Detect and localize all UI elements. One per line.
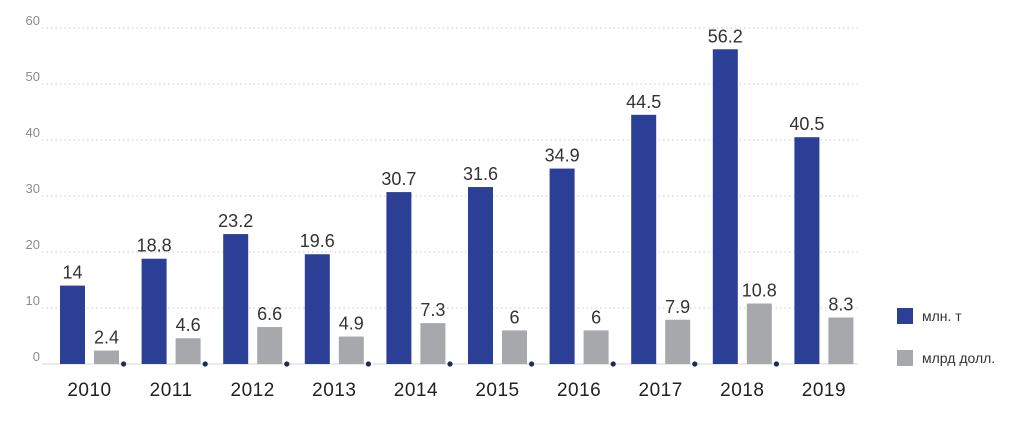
bar-value-2014: [420, 323, 446, 364]
bar-value-2013: [338, 336, 364, 364]
bar-volume-2016: [549, 168, 575, 364]
x-tick-label: 2010: [67, 380, 111, 401]
data-label: 31.6: [463, 164, 498, 184]
x-tick-label: 2011: [150, 380, 193, 401]
separator-dot: [284, 361, 290, 367]
bar-value-2012: [257, 327, 283, 364]
bar-value-2010: [94, 350, 119, 364]
y-tick-label: 60: [26, 13, 40, 28]
data-label: 6: [591, 307, 601, 327]
legend-swatch: [897, 350, 913, 366]
bar-volume-2017: [631, 114, 657, 364]
bar-value-2016: [583, 330, 609, 364]
bar-volume-2011: [141, 258, 167, 364]
data-label: 14: [62, 263, 82, 283]
separator-dot: [610, 361, 616, 367]
data-label: 40.5: [789, 114, 824, 134]
legend-swatch: [897, 308, 913, 324]
data-label: 34.9: [545, 146, 580, 166]
separator-dot: [365, 361, 371, 367]
legend-label: млн. т: [922, 308, 962, 324]
data-label: 30.7: [381, 169, 416, 189]
legend: млн. т млрд долл.: [897, 308, 995, 366]
x-tick-label: 2017: [639, 380, 683, 401]
data-label: 7.9: [665, 297, 690, 317]
bar-volume-2013: [304, 254, 330, 364]
data-label: 7.3: [420, 300, 445, 320]
bar-value-2018: [746, 303, 772, 364]
bar-value-2017: [665, 319, 691, 364]
separator-dot: [692, 361, 698, 367]
bar-volume-2015: [468, 187, 493, 364]
bars: 14 2.4 18.8 4.6 23.2 6.6 19.6 4.9 30.7 7.3 31.6 6 34…: [60, 26, 853, 364]
y-axis: 0 10 20 30 40 50 60: [26, 13, 40, 364]
bar-volume-2010: [60, 285, 85, 364]
data-label: 19.6: [300, 231, 335, 251]
data-label: 23.2: [218, 211, 253, 231]
x-tick-label: 2016: [557, 380, 601, 401]
separator-dot: [202, 361, 208, 367]
data-label: 10.8: [742, 281, 777, 301]
bar-volume-2018: [712, 49, 738, 364]
data-label: 8.3: [828, 295, 853, 315]
data-label: 44.5: [626, 92, 661, 112]
x-tick-label: 2018: [720, 380, 764, 401]
bar-value-2019: [828, 317, 854, 364]
x-axis: 2010 2011 2012 2013 2014 2015 2016 2017 2018 2019: [67, 361, 846, 401]
separator-dot: [529, 361, 535, 367]
x-tick-label: 2014: [394, 380, 438, 401]
separator-dot: [773, 361, 780, 367]
separator-dot: [121, 361, 127, 367]
x-tick-label: 2013: [312, 380, 356, 401]
y-tick-label: 40: [26, 125, 40, 140]
x-tick-label: 2019: [802, 380, 846, 401]
separator-dot: [447, 361, 453, 367]
x-tick-label: 2015: [475, 380, 519, 401]
data-label: 6.6: [257, 304, 282, 324]
x-tick-label: 2012: [231, 380, 275, 401]
data-label: 56.2: [708, 26, 743, 46]
y-tick-label: 0: [33, 349, 40, 364]
data-label: 6: [509, 307, 519, 327]
y-tick-label: 10: [26, 293, 40, 308]
bar-value-2011: [175, 338, 201, 364]
data-label: 4.9: [339, 314, 364, 334]
bar-volume-2019: [794, 137, 820, 364]
y-tick-label: 50: [26, 69, 40, 84]
bar-volume-2012: [223, 234, 249, 364]
data-label: 18.8: [137, 236, 172, 256]
data-label: 4.6: [176, 315, 201, 335]
y-tick-label: 20: [26, 237, 40, 252]
bar-volume-2014: [386, 192, 412, 364]
y-tick-label: 30: [26, 181, 40, 196]
bar-value-2015: [502, 330, 527, 364]
data-label: 2.4: [94, 328, 119, 348]
legend-label: млрд долл.: [922, 350, 995, 366]
